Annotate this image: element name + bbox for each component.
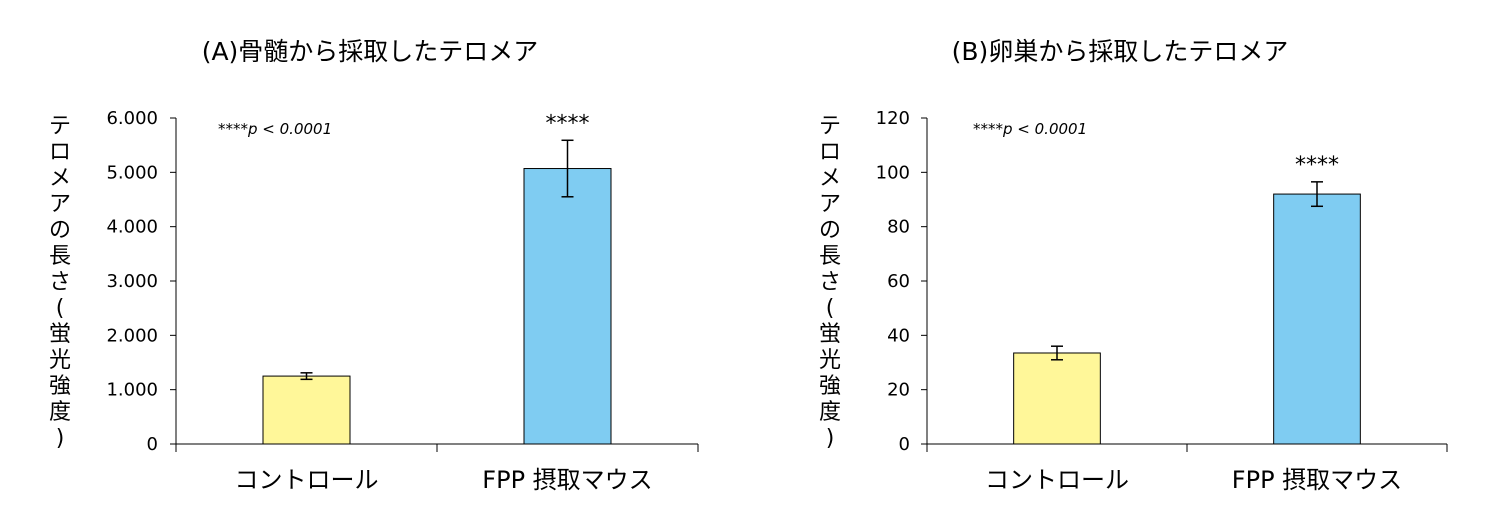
category-label: FPP 摂取マウス bbox=[482, 466, 652, 494]
chart-title: (A)骨髄から採取したテロメア bbox=[202, 37, 539, 66]
y-axis-label-char: 強 bbox=[819, 374, 841, 399]
y-axis-label-char: 度 bbox=[49, 400, 71, 425]
y-tick-label: 1.000 bbox=[106, 380, 158, 401]
y-axis-label-char: ( bbox=[826, 296, 835, 321]
y-axis-label: テロメアの長さ(蛍光強度) bbox=[49, 114, 71, 451]
y-tick-label: 0 bbox=[899, 434, 910, 455]
y-tick-label: 0 bbox=[147, 434, 158, 455]
p-value-annotation: ****p < 0.0001 bbox=[973, 120, 1087, 138]
chart-title: (B)卵巣から採取したテロメア bbox=[952, 37, 1289, 66]
significance-label: **** bbox=[1295, 153, 1339, 178]
category-label: コントロール bbox=[985, 466, 1129, 494]
y-tick-label: 60 bbox=[887, 271, 910, 292]
y-tick-label: 20 bbox=[887, 380, 910, 401]
y-tick-label: 4.000 bbox=[106, 217, 158, 238]
y-axis-label-char: 光 bbox=[819, 348, 841, 373]
chart-panel-b: (B)卵巣から採取したテロメア 0 20 40 60 80 100 120 テロメアの長さ(蛍光… bbox=[819, 37, 1448, 494]
y-tick-label: 100 bbox=[876, 162, 910, 183]
p-value-annotation: ****p < 0.0001 bbox=[218, 120, 332, 138]
significance-label: **** bbox=[546, 111, 590, 136]
y-axis-label-char: メ bbox=[819, 166, 841, 191]
bar bbox=[262, 375, 351, 445]
y-axis-label-char: の bbox=[49, 218, 71, 243]
y-tick-label: 120 bbox=[876, 108, 910, 129]
y-tick-label: 6.000 bbox=[106, 108, 158, 129]
y-axis-label-char: ロ bbox=[819, 140, 841, 165]
y-axis-label-char: 度 bbox=[819, 400, 841, 425]
y-axis-label-char: ) bbox=[56, 426, 65, 451]
y-axis-label-char: さ bbox=[819, 270, 841, 295]
y-axis-label-char: テ bbox=[49, 114, 71, 139]
y-tick-label: 3.000 bbox=[106, 271, 158, 292]
y-tick-label: 5.000 bbox=[106, 162, 158, 183]
y-tick-label: 2.000 bbox=[106, 325, 158, 346]
y-axis-label-char: 長 bbox=[819, 244, 841, 269]
bar bbox=[1013, 352, 1101, 445]
category-label: FPP 摂取マウス bbox=[1232, 466, 1402, 494]
bar bbox=[523, 168, 612, 445]
y-tick-label: 40 bbox=[887, 325, 910, 346]
y-axis-label-char: ア bbox=[49, 192, 71, 217]
y-axis-label-char: メ bbox=[49, 166, 71, 191]
bar bbox=[1273, 193, 1361, 445]
y-axis-label-char: ( bbox=[56, 296, 65, 321]
category-label: コントロール bbox=[235, 466, 379, 494]
y-axis-label-char: 強 bbox=[49, 374, 71, 399]
y-axis-label-char: の bbox=[819, 218, 841, 243]
y-axis-label-char: 蛍 bbox=[819, 322, 841, 347]
y-axis-label-char: ロ bbox=[49, 140, 71, 165]
y-axis-label-char: さ bbox=[49, 270, 71, 295]
y-axis-label-char: 長 bbox=[49, 244, 71, 269]
y-axis-label-char: ア bbox=[819, 192, 841, 217]
y-tick-label: 80 bbox=[887, 217, 910, 238]
y-axis-label: テロメアの長さ(蛍光強度) bbox=[819, 114, 841, 451]
y-axis-label-char: テ bbox=[819, 114, 841, 139]
y-axis-label-char: 光 bbox=[49, 348, 71, 373]
y-axis-label-char: 蛍 bbox=[49, 322, 71, 347]
y-axis-label-char: ) bbox=[826, 426, 835, 451]
chart-panel-a: (A)骨髄から採取したテロメア 0 1.000 2.000 3.000 4.000 5.00… bbox=[49, 37, 699, 494]
